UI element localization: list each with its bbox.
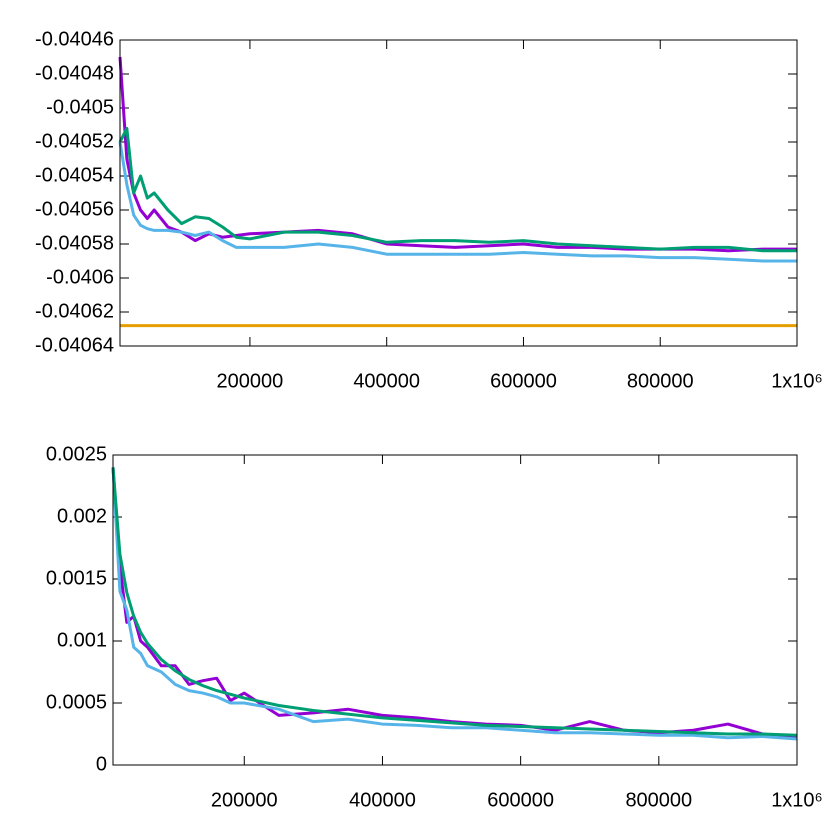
y-tick-label: -0.04062 bbox=[35, 300, 114, 322]
y-tick-label: 0.0005 bbox=[46, 691, 107, 713]
y-tick-label: -0.04046 bbox=[35, 28, 114, 50]
series-line bbox=[111, 467, 798, 741]
y-tick-label: 0 bbox=[96, 753, 107, 775]
y-tick-label: -0.04048 bbox=[35, 62, 114, 84]
series-line bbox=[118, 56, 797, 253]
x-tick-label: 400000 bbox=[353, 370, 420, 392]
series-line bbox=[111, 467, 798, 737]
x-tick-label: 800000 bbox=[625, 789, 692, 811]
plot-frame bbox=[119, 39, 798, 347]
y-tick-label: -0.04054 bbox=[35, 164, 114, 186]
x-tick-label: 400000 bbox=[349, 789, 416, 811]
x-tick-label: 800000 bbox=[627, 370, 694, 392]
x-tick-label: 200000 bbox=[211, 789, 278, 811]
series-line bbox=[118, 126, 797, 253]
plot-frame bbox=[112, 454, 798, 766]
y-tick-label: 0.002 bbox=[57, 505, 107, 527]
y-tick-label: -0.04058 bbox=[35, 232, 114, 254]
y-tick-label: -0.04064 bbox=[35, 334, 114, 356]
y-tick-label: -0.0405 bbox=[46, 96, 114, 118]
x-tick-label: 600000 bbox=[487, 789, 554, 811]
y-tick-label: -0.04056 bbox=[35, 198, 114, 220]
x-tick-label: 600000 bbox=[490, 370, 557, 392]
y-tick-label: 0.001 bbox=[57, 629, 107, 651]
x-tick-label: 1x10⁶ bbox=[771, 370, 823, 392]
y-tick-label: -0.04052 bbox=[35, 130, 114, 152]
x-tick-label: 200000 bbox=[217, 370, 284, 392]
y-tick-label: -0.0406 bbox=[46, 266, 114, 288]
series-line bbox=[118, 141, 797, 263]
y-tick-label: 0.0015 bbox=[46, 567, 107, 589]
x-tick-label: 1x10⁶ bbox=[771, 789, 823, 811]
y-tick-label: 0.0025 bbox=[46, 443, 107, 465]
